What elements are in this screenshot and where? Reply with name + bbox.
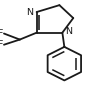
Text: F: F: [0, 29, 3, 38]
Text: N: N: [26, 8, 33, 17]
Text: F: F: [0, 40, 3, 49]
Text: N: N: [65, 27, 72, 36]
